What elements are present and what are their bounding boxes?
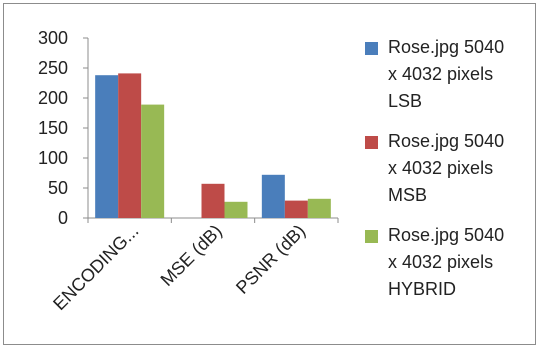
y-tick-label: 50	[48, 178, 68, 198]
legend-item-msb: Rose.jpg 5040 x 4032 pixels MSB	[365, 128, 537, 209]
legend-text-line: LSB	[388, 91, 423, 111]
legend-text-line: x 4032 pixels	[388, 64, 494, 84]
y-tick-label: 100	[38, 148, 68, 168]
y-tick-label: 200	[38, 88, 68, 108]
x-category-label: ENCODING...	[49, 221, 142, 314]
y-tick-label: 150	[38, 118, 68, 138]
bar-msb	[201, 183, 225, 218]
legend-swatch-lsb	[365, 42, 378, 55]
x-category-label: MSE (dB)	[157, 221, 226, 290]
legend-text-line: MSB	[388, 185, 428, 205]
legend-swatch-msb	[365, 136, 378, 149]
legend-text-line: HYBRID	[388, 279, 457, 299]
legend-text-line: Rose.jpg 5040	[388, 225, 505, 245]
legend-text-line: x 4032 pixels	[388, 158, 494, 178]
y-tick-label: 300	[38, 28, 68, 48]
legend-text-line: x 4032 pixels	[388, 252, 494, 272]
bar-hybrid	[307, 198, 331, 218]
y-tick-label: 250	[38, 58, 68, 78]
legend-swatch-hybrid	[365, 230, 378, 243]
legend: Rose.jpg 5040 x 4032 pixels LSB Rose.jpg…	[365, 34, 537, 316]
legend-text-line: Rose.jpg 5040	[388, 131, 505, 151]
bar-lsb	[95, 75, 119, 218]
legend-item-lsb: Rose.jpg 5040 x 4032 pixels LSB	[365, 34, 537, 115]
bar-msb	[118, 73, 142, 219]
legend-text-line: Rose.jpg 5040	[388, 37, 505, 57]
legend-item-hybrid: Rose.jpg 5040 x 4032 pixels HYBRID	[365, 222, 537, 303]
chart-frame: 0 50 100 150 200 250 300 ENCODING... MSE (dB) PSN…	[3, 3, 536, 345]
bar-chart: 0 50 100 150 200 250 300 ENCODING... MSE (dB) PSN…	[38, 28, 339, 314]
x-category-label: PSNR (dB)	[232, 221, 309, 298]
bar-lsb	[261, 174, 285, 218]
bar-hybrid	[141, 104, 165, 218]
bar-hybrid	[224, 201, 248, 218]
bar-msb	[284, 200, 308, 218]
y-tick-label: 0	[58, 208, 68, 228]
